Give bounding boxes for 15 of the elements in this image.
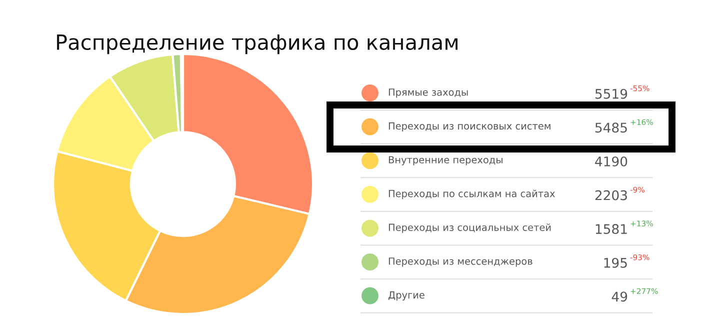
data-label: 49 — [612, 292, 628, 302]
legend-label: Другие — [388, 291, 424, 301]
legend-label: Переходы из поисковых систем — [388, 122, 550, 132]
data-label: 1581 — [596, 224, 627, 234]
chart-title: Распределение трафика по каналам — [57, 34, 458, 54]
legend-label: Переходы из мессенджеров — [388, 258, 532, 267]
data-label: 195 — [604, 258, 627, 268]
legend-label: Переходы по ссылкам на сайтах — [388, 190, 555, 200]
data-label: 2203 — [595, 190, 627, 200]
data-label: 4190 — [595, 156, 628, 166]
data-label: 5519 — [595, 88, 628, 99]
legend-label: Прямые заходы — [388, 88, 468, 98]
legend-label: Переходы из социальных сетей — [388, 224, 551, 233]
legend-label: Внутренние переходы — [388, 156, 502, 166]
data-label: 5485 — [595, 122, 627, 133]
